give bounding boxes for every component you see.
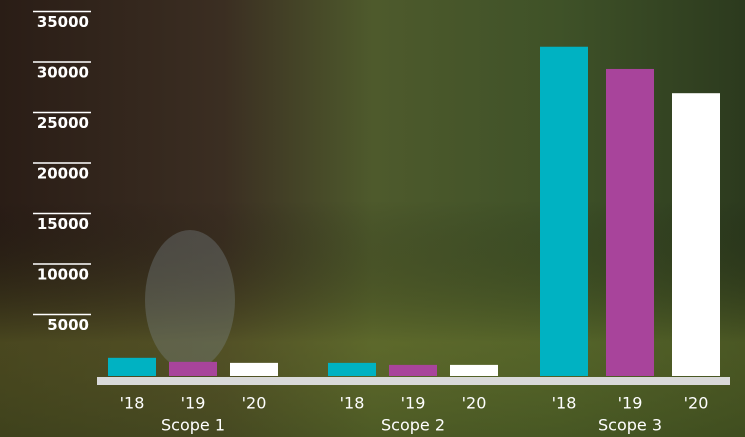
x-tick-label: Scope 1 [161,416,225,435]
series-label: '18 [340,394,365,413]
series-label: '19 [401,394,426,413]
bar [328,362,376,376]
series-label: '20 [242,394,267,413]
bar [450,364,498,376]
x-tick-label: Scope 2 [381,416,445,435]
bar [540,46,588,377]
y-tick-label: 25000 [37,114,89,132]
bar [169,361,217,376]
y-tick-label: 30000 [37,64,89,82]
bar [230,362,278,376]
baseline [97,377,730,385]
x-tick-label: Scope 3 [598,416,662,435]
series-label: '20 [684,394,709,413]
bar [672,93,720,376]
y-tick-label: 10000 [37,266,89,284]
series-label: '20 [462,394,487,413]
series-label: '19 [618,394,643,413]
y-tick-label: 20000 [37,165,89,183]
series-label: '18 [552,394,577,413]
bar [606,68,654,377]
background-blur [145,230,235,370]
y-tick-label: 5000 [47,316,89,334]
series-label: '18 [120,394,145,413]
y-tick-label: 35000 [37,13,89,31]
y-tick-label: 15000 [37,215,89,233]
bar [389,364,437,376]
series-label: '19 [181,394,206,413]
bar [108,357,156,376]
